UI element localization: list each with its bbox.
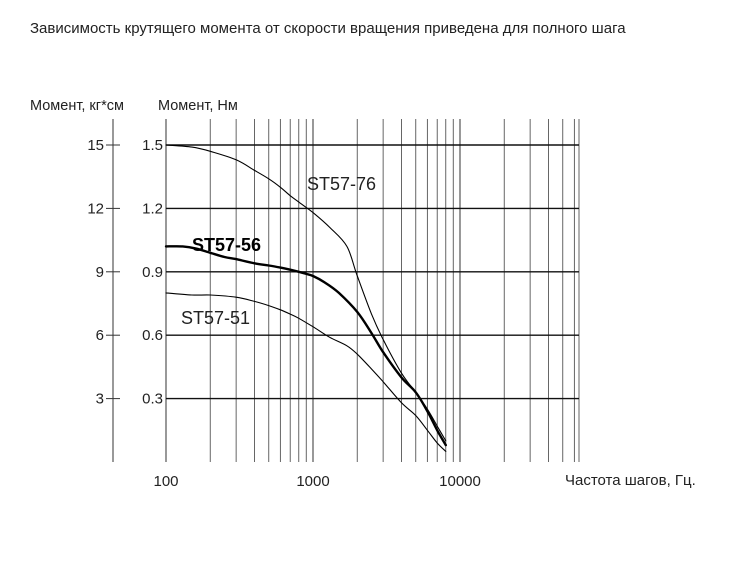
- y-tick-label-left: 9: [96, 264, 104, 281]
- series-label-st57-76: ST57-76: [307, 174, 376, 194]
- y-tick-label-left: 15: [87, 137, 104, 154]
- x-tick-label: 100: [153, 473, 178, 490]
- y-axis-label-left: Момент, кг*см: [30, 98, 124, 114]
- chart-title: Зависимость крутящего момента от скорост…: [30, 20, 626, 37]
- y-axis-label-right: Момент, Нм: [158, 98, 238, 114]
- x-tick-label: 1000: [296, 473, 329, 490]
- series-line-st57-56: [164, 245, 447, 447]
- series-line-st57-51: [165, 292, 447, 452]
- y-tick-label-left: 12: [87, 200, 104, 217]
- y-tick-label-right: 1.2: [142, 200, 163, 217]
- series-curves: [164, 144, 447, 452]
- y-tick-label-left: 3: [96, 391, 104, 408]
- axes: [106, 119, 120, 462]
- y-tick-label-right: 0.3: [142, 391, 163, 408]
- grid: [165, 119, 580, 462]
- series-label-st57-56: ST57-56: [192, 235, 261, 255]
- y-tick-label-right: 0.9: [142, 264, 163, 281]
- x-axis-label: Частота шагов, Гц.: [565, 472, 696, 489]
- x-tick-label: 10000: [439, 473, 481, 490]
- y-tick-label-left: 6: [96, 327, 104, 344]
- y-tick-label-right: 0.6: [142, 327, 163, 344]
- series-label-st57-51: ST57-51: [181, 308, 250, 328]
- tick-labels: 3 6 9 12 15 0.3 0.6 0.9 1.2 1.5 100 1000 10000: [87, 137, 481, 490]
- y-tick-label-right: 1.5: [142, 137, 163, 154]
